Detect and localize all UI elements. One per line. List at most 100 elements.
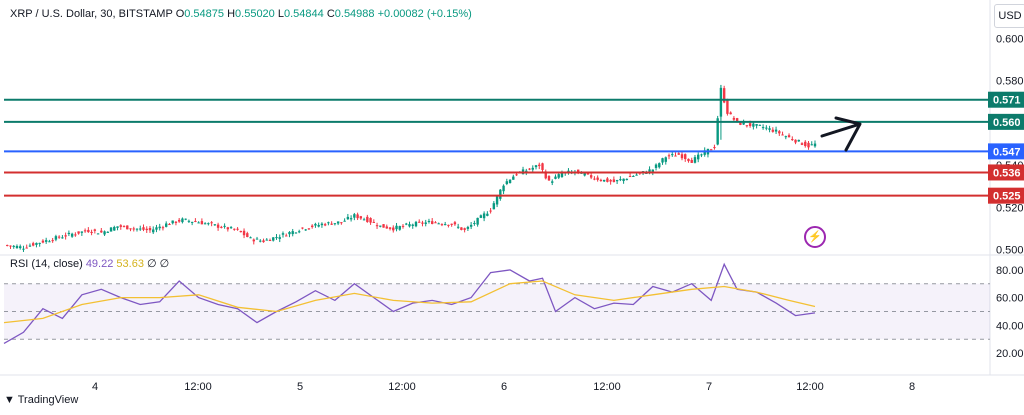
rsi-series-line (3, 262, 816, 344)
candle-body (414, 221, 418, 227)
candle-body (499, 189, 502, 199)
candle-body (411, 224, 414, 226)
candle-body (314, 223, 317, 226)
level-price-label: 0.547 (993, 146, 1021, 158)
candle-body (343, 220, 346, 222)
candle-body (424, 222, 427, 224)
candle-body (395, 225, 398, 230)
level-price-label: 0.571 (993, 95, 1021, 107)
candle-body (771, 129, 775, 132)
candle-body (596, 177, 599, 180)
candle-body (233, 228, 236, 230)
candle-body (495, 195, 499, 205)
candle-body (658, 163, 661, 168)
open-value: 0.54875 (184, 8, 225, 20)
candle-body (551, 181, 554, 183)
chart-header: XRP / U.S. Dollar, 30, BITSTAMP O0.54875… (10, 8, 472, 20)
candle-body (38, 242, 41, 244)
candle-body (385, 226, 388, 229)
candle-body (187, 220, 191, 222)
candle-body (41, 240, 45, 243)
candle-body (602, 179, 606, 182)
candle-body (612, 179, 616, 183)
lightning-icon[interactable]: ⚡ (804, 226, 826, 248)
candle-body (443, 224, 447, 226)
candle-body (165, 223, 168, 227)
candle-body (628, 176, 632, 178)
candle-body (593, 178, 596, 180)
candle-body (693, 157, 697, 163)
candle-body (54, 236, 58, 240)
candle-body (281, 233, 285, 235)
candle-body (259, 240, 262, 242)
candle-body (174, 221, 178, 223)
candle-body (534, 165, 538, 168)
candle-body (226, 227, 230, 230)
candle-body (336, 221, 340, 224)
candle-body (680, 154, 684, 159)
candle-body (784, 136, 788, 138)
candle-body (690, 159, 693, 163)
candle-body (742, 122, 745, 125)
candle-body (31, 243, 35, 246)
candle-body (615, 180, 619, 182)
candle-body (181, 218, 184, 223)
candle-body (236, 228, 239, 230)
candle-body (278, 237, 281, 239)
candle-body (482, 213, 486, 219)
candle-body (667, 155, 671, 157)
candle-body (106, 231, 110, 233)
candle-body (346, 216, 350, 220)
candle-body (203, 223, 207, 225)
candle-body (379, 225, 382, 227)
candle-body (158, 226, 161, 229)
candle-body (528, 168, 531, 170)
rsi-extra: ∅ ∅ (147, 258, 170, 270)
currency-button[interactable]: USD (994, 4, 1024, 28)
candle-body (456, 226, 460, 228)
candle-body (200, 221, 204, 225)
candle-body (421, 222, 424, 224)
candle-body (327, 222, 330, 224)
rsi-tick-label: 40.00 (996, 320, 1024, 332)
candle-body (310, 225, 314, 228)
candle-body (207, 223, 210, 225)
candle-body (687, 158, 690, 162)
close-value: 0.54988 (334, 8, 375, 20)
high-label: H (227, 8, 236, 20)
candle-body (434, 222, 437, 224)
candle-body (142, 227, 145, 230)
candle-body (80, 231, 84, 233)
candle-body (557, 174, 560, 178)
level-price-label: 0.560 (993, 117, 1021, 129)
candle-body (648, 169, 651, 172)
candle-body (51, 240, 54, 242)
candle-body (103, 231, 106, 235)
candle-body (576, 169, 580, 172)
candle-body (797, 139, 800, 142)
candle-body (129, 228, 132, 230)
candle-body (398, 226, 401, 230)
level-price-tag (988, 143, 1024, 160)
candle-body (83, 230, 87, 232)
candle-body (349, 218, 353, 220)
time-tick-label: 12:00 (184, 381, 212, 393)
candle-body (791, 139, 794, 141)
candle-body (372, 221, 376, 223)
candle-body (401, 225, 405, 227)
candle-body (90, 231, 93, 234)
candle-body (440, 224, 444, 226)
candle-body (713, 147, 716, 149)
candle-body (320, 223, 324, 226)
candle-body (190, 221, 194, 223)
level-price-tag (988, 113, 1024, 130)
candle-body (447, 224, 450, 226)
candle-body (794, 139, 797, 143)
candle-body (168, 224, 171, 226)
candle-body (294, 232, 298, 234)
time-tick-label: 5 (297, 381, 303, 393)
time-tick-label: 4 (92, 381, 98, 393)
rsi-tick-label: 20.00 (996, 348, 1024, 360)
tradingview-logo[interactable]: ▼ TradingView (4, 394, 79, 406)
